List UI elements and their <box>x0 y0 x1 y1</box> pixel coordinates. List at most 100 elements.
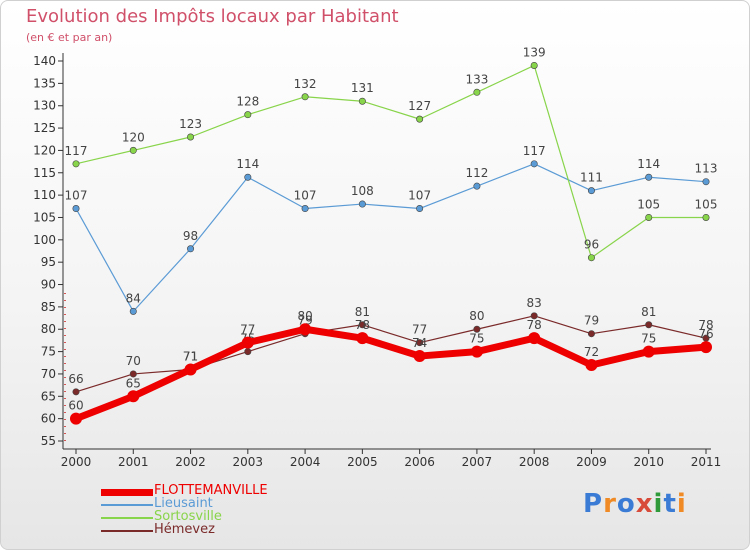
data-point <box>129 146 137 154</box>
y-tick-label: 75 <box>41 345 56 359</box>
logo-letter: i <box>653 489 664 519</box>
y-tick-label: 65 <box>41 389 56 403</box>
data-point <box>470 345 483 358</box>
y-tick-label: 130 <box>33 99 56 113</box>
x-tick-label: 2001 <box>118 455 149 469</box>
y-tick-label: 110 <box>33 188 56 202</box>
data-label: 77 <box>240 323 255 337</box>
y-tick-label: 60 <box>41 412 56 426</box>
data-label: 111 <box>580 171 603 185</box>
legend-label: Sortosville <box>154 509 222 524</box>
data-point <box>358 97 366 105</box>
y-tick-label: 120 <box>33 143 56 157</box>
data-point <box>72 160 80 168</box>
data-point <box>528 332 541 345</box>
data-label: 72 <box>584 345 599 359</box>
y-tick-label: 100 <box>33 233 56 247</box>
data-label: 79 <box>584 314 599 328</box>
y-tick-label: 140 <box>33 54 56 68</box>
legend-label: Lieusaint <box>154 496 213 511</box>
data-label: 105 <box>637 197 660 211</box>
proxiti-logo: Proxiti <box>583 489 687 519</box>
data-label: 78 <box>527 318 542 332</box>
series-line-flottemanville <box>72 325 710 423</box>
data-point <box>585 359 598 371</box>
data-point <box>587 330 595 338</box>
data-label: 81 <box>641 305 656 319</box>
x-tick-label: 2010 <box>633 455 664 469</box>
data-label: 74 <box>412 336 427 350</box>
data-point <box>187 133 195 141</box>
data-label: 81 <box>355 305 370 319</box>
x-tick-label: 2002 <box>175 455 206 469</box>
data-label: 114 <box>637 157 660 171</box>
data-point <box>356 332 369 345</box>
legend-swatch <box>101 517 153 519</box>
data-point <box>72 388 80 396</box>
logo-letter: o <box>616 489 636 519</box>
data-point <box>70 412 82 425</box>
y-tick-label: 90 <box>41 278 56 292</box>
series-line-sortosville <box>75 64 707 259</box>
data-point <box>416 115 424 123</box>
data-label: 75 <box>641 332 656 346</box>
data-point <box>642 345 655 358</box>
logo-letter: i <box>676 489 687 519</box>
data-point <box>127 390 140 403</box>
data-label: 133 <box>465 72 488 86</box>
data-label: 78 <box>698 318 713 332</box>
data-point <box>645 173 653 181</box>
data-label: 65 <box>126 376 141 390</box>
x-tick-label: 2006 <box>404 455 435 469</box>
logo-letter: x <box>635 489 654 519</box>
data-label: 105 <box>695 197 718 211</box>
x-tick-label: 2008 <box>519 455 550 469</box>
y-tick-label: 105 <box>33 210 56 224</box>
data-label: 98 <box>183 229 198 243</box>
logo-letter: P <box>583 489 604 519</box>
legend-swatch <box>101 488 153 496</box>
data-point <box>587 254 595 262</box>
data-point <box>184 363 197 376</box>
data-label: 79 <box>297 314 312 328</box>
data-point <box>416 339 424 347</box>
data-label: 60 <box>68 399 83 413</box>
data-label: 107 <box>65 189 88 203</box>
data-point <box>299 323 312 336</box>
x-tick-label: 2004 <box>290 455 321 469</box>
data-label: 120 <box>122 130 145 144</box>
y-tick-label: 85 <box>41 300 56 314</box>
chart-subtitle: (en € et par an) <box>26 31 113 44</box>
data-point <box>72 205 80 213</box>
data-label: 127 <box>408 99 431 113</box>
data-point <box>301 93 309 101</box>
chart-title: Evolution des Impôts locaux par Habitant <box>26 6 399 27</box>
data-point <box>700 341 712 354</box>
data-label: 113 <box>695 162 718 176</box>
data-point <box>301 205 309 213</box>
data-label: 71 <box>183 349 198 363</box>
data-point <box>244 173 252 181</box>
data-label: 77 <box>412 323 427 337</box>
x-tick-label: 2000 <box>61 455 92 469</box>
y-tick-label: 70 <box>41 367 56 381</box>
data-point <box>473 325 481 333</box>
data-label: 96 <box>584 238 599 252</box>
logo-letter: r <box>603 489 617 519</box>
data-label: 83 <box>527 296 542 310</box>
data-label: 117 <box>523 144 546 158</box>
data-point <box>129 370 137 378</box>
data-point <box>241 336 254 349</box>
legend-swatch <box>101 504 153 506</box>
data-label: 76 <box>698 327 713 341</box>
data-point <box>530 160 538 168</box>
data-point <box>358 200 366 208</box>
series-line-lieusaint <box>75 163 707 312</box>
data-point <box>129 307 137 315</box>
data-point <box>244 111 252 119</box>
data-label: 112 <box>465 166 488 180</box>
y-tick-label: 125 <box>33 121 56 135</box>
data-point <box>187 245 195 253</box>
